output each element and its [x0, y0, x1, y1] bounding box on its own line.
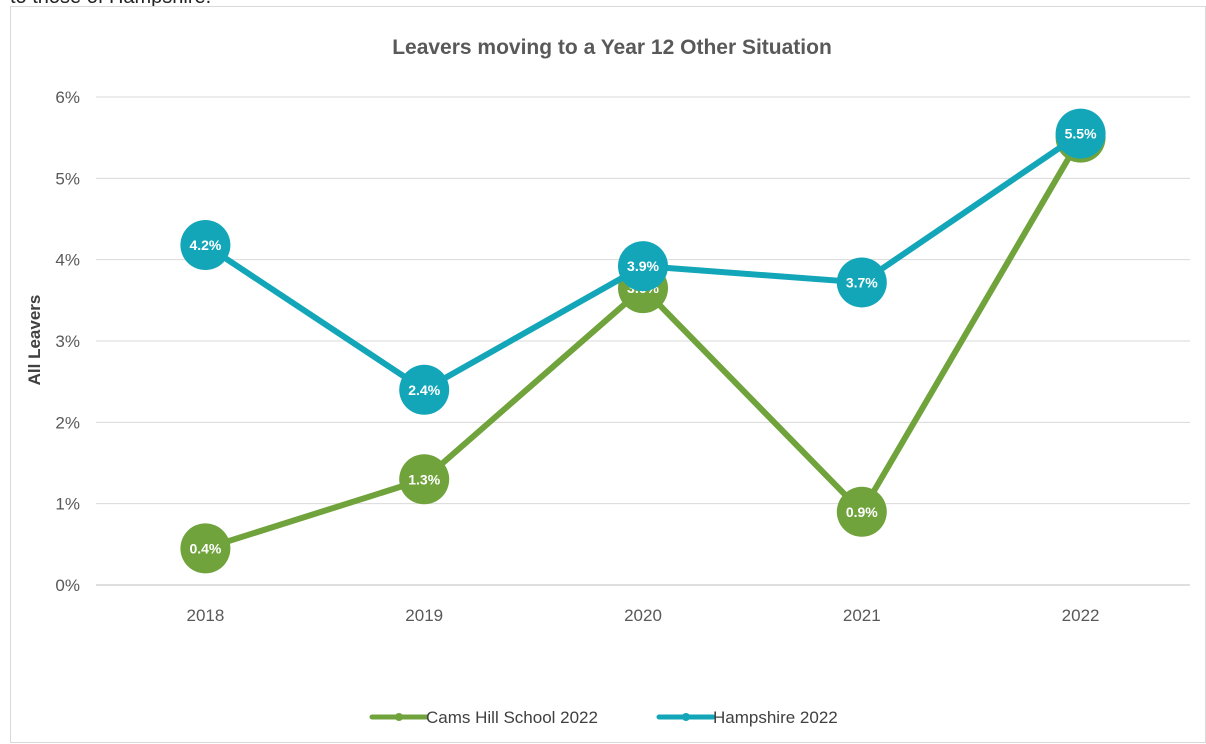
- data-point: [399, 364, 450, 415]
- series-line: [202, 134, 1084, 552]
- x-tick-label: 2020: [624, 606, 662, 625]
- y-tick-label: 5%: [55, 169, 80, 188]
- y-tick-label: 1%: [55, 495, 80, 514]
- data-label: 2.4%: [408, 382, 440, 398]
- y-tick-label: 4%: [55, 251, 80, 270]
- y-tick-label: 3%: [55, 332, 80, 351]
- data-point: [180, 523, 231, 574]
- x-tick-label: 2021: [843, 606, 881, 625]
- data-label: 1.3%: [408, 471, 440, 487]
- y-tick-label: 2%: [55, 413, 80, 432]
- series-group: 0.4%1.3%3.6%0.9%5.5%4.2%2.4%3.9%3.7%5.5%: [180, 108, 1106, 574]
- legend: Cams Hill School 2022 Hampshire 2022: [369, 708, 838, 727]
- x-tick-label: 2022: [1062, 606, 1100, 625]
- data-point: [618, 241, 668, 292]
- legend-swatch-marker: [682, 713, 690, 721]
- data-label: 4.2%: [189, 237, 221, 253]
- series-cams-hill: 0.4%1.3%3.6%0.9%5.5%: [180, 112, 1106, 574]
- data-point: [399, 454, 450, 505]
- legend-label: Cams Hill School 2022: [426, 708, 598, 727]
- x-tick-label: 2018: [186, 606, 224, 625]
- x-tick-label: 2019: [405, 606, 443, 625]
- y-axis-label: All Leavers: [25, 295, 44, 386]
- data-label: 0.4%: [189, 540, 221, 556]
- legend-item: Cams Hill School 2022: [369, 708, 598, 727]
- data-point: [180, 220, 231, 271]
- intro-text: to those of Hampshire.: [10, 0, 211, 9]
- chart-title: Leavers moving to a Year 12 Other Situat…: [392, 36, 832, 59]
- y-tick-label: 0%: [55, 576, 80, 595]
- data-label: 3.7%: [846, 274, 878, 290]
- legend-swatch-marker: [395, 713, 403, 721]
- series-hampshire: 4.2% 2.4% 3.9% 3.7% 5.5%: [180, 108, 1106, 415]
- data-point: [836, 257, 887, 308]
- data-point: [1055, 108, 1106, 159]
- data-label: 3.9%: [627, 258, 659, 274]
- chart-frame: [10, 6, 1206, 743]
- data-label: 0.9%: [846, 504, 878, 520]
- data-point: [836, 486, 887, 537]
- gridlines: [96, 96, 1190, 586]
- legend-item: Hampshire 2022: [656, 708, 838, 727]
- data-label: 5.5%: [1065, 126, 1097, 142]
- x-tick-labels: 2018 2019 2020 2021 2022: [186, 606, 1099, 625]
- y-tick-label: 6%: [55, 88, 80, 107]
- y-tick-labels: 0% 1% 2% 3% 4% 5% 6%: [55, 88, 80, 595]
- legend-label: Hampshire 2022: [713, 708, 838, 727]
